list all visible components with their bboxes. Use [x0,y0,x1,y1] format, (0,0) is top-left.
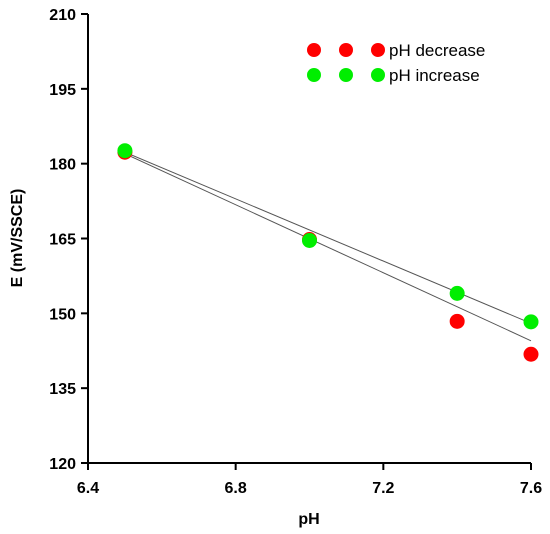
legend-marker [371,68,385,82]
y-tick-label: 210 [49,7,76,24]
x-tick-label: 6.8 [225,480,247,497]
x-axis-label: pH [298,511,319,528]
y-axis-label: E (mV/SSCE) [9,189,26,288]
legend-marker [307,68,321,82]
data-point-series-1 [302,232,317,248]
legend-label: pH decrease [389,41,485,60]
data-point-series-0 [449,313,465,329]
x-tick-label: 6.4 [77,480,99,497]
legend-marker [371,43,385,57]
data-point-series-0 [523,346,539,362]
x-tick-label: 7.2 [372,480,394,497]
fit-lines [124,151,532,342]
legend-marker [307,43,321,57]
y-tick-label: 150 [49,306,76,323]
x-tick-label: 7.6 [520,480,542,497]
fit-line [124,151,532,324]
y-tick-label: 165 [49,232,76,249]
y-tick-label: 195 [49,82,76,99]
x-ticks: 6.4 6.8 7.2 7.6 [77,463,542,497]
y-tick-label: 120 [49,456,76,473]
y-tick-label: 180 [49,157,76,174]
legend-label: pH increase [389,66,480,85]
y-ticks: 120 135 150 165 180 195 210 [49,7,88,473]
data-point-series-1 [117,143,133,159]
data-point-series-1 [449,285,465,301]
fit-line [124,153,532,342]
data-points [117,143,539,362]
data-point-series-1 [523,314,539,330]
legend: pH decrease pH increase [307,41,485,85]
legend-marker [339,43,353,57]
legend-marker [339,68,353,82]
y-tick-label: 135 [49,381,76,398]
